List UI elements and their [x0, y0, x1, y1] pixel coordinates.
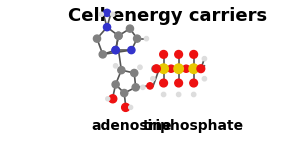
- Circle shape: [115, 32, 122, 39]
- Circle shape: [160, 79, 167, 87]
- Circle shape: [99, 51, 106, 58]
- Circle shape: [138, 65, 142, 69]
- Circle shape: [93, 35, 100, 42]
- Circle shape: [112, 81, 119, 88]
- Circle shape: [144, 36, 148, 41]
- Circle shape: [160, 51, 167, 58]
- Circle shape: [175, 51, 182, 58]
- Circle shape: [153, 65, 160, 73]
- Circle shape: [103, 9, 111, 16]
- Circle shape: [99, 12, 104, 16]
- Circle shape: [115, 32, 122, 39]
- Circle shape: [129, 105, 133, 109]
- Circle shape: [131, 69, 138, 77]
- Circle shape: [112, 47, 119, 54]
- Circle shape: [202, 77, 207, 81]
- Circle shape: [134, 35, 141, 42]
- Circle shape: [147, 83, 153, 89]
- Circle shape: [112, 47, 119, 54]
- Circle shape: [103, 24, 111, 31]
- Circle shape: [197, 65, 205, 73]
- Circle shape: [176, 92, 181, 97]
- Circle shape: [118, 67, 125, 74]
- Circle shape: [202, 57, 207, 61]
- Circle shape: [113, 64, 118, 68]
- Circle shape: [126, 25, 134, 32]
- Circle shape: [132, 84, 139, 91]
- Circle shape: [106, 97, 110, 101]
- Circle shape: [191, 92, 196, 97]
- Circle shape: [128, 47, 135, 54]
- Circle shape: [121, 89, 128, 97]
- Circle shape: [190, 79, 197, 87]
- Circle shape: [111, 12, 115, 16]
- Text: Cell energy carriers: Cell energy carriers: [68, 7, 267, 25]
- Circle shape: [189, 64, 198, 73]
- Circle shape: [159, 64, 168, 73]
- Text: adenosine: adenosine: [91, 119, 172, 133]
- Circle shape: [109, 95, 117, 103]
- Circle shape: [175, 79, 182, 87]
- Text: triphosphate: triphosphate: [142, 119, 244, 133]
- Circle shape: [161, 92, 166, 97]
- Circle shape: [141, 85, 145, 89]
- Circle shape: [151, 77, 155, 81]
- Circle shape: [174, 64, 183, 73]
- Circle shape: [122, 103, 130, 111]
- Circle shape: [167, 65, 175, 72]
- Circle shape: [183, 65, 190, 72]
- Circle shape: [152, 66, 158, 72]
- Circle shape: [190, 51, 197, 58]
